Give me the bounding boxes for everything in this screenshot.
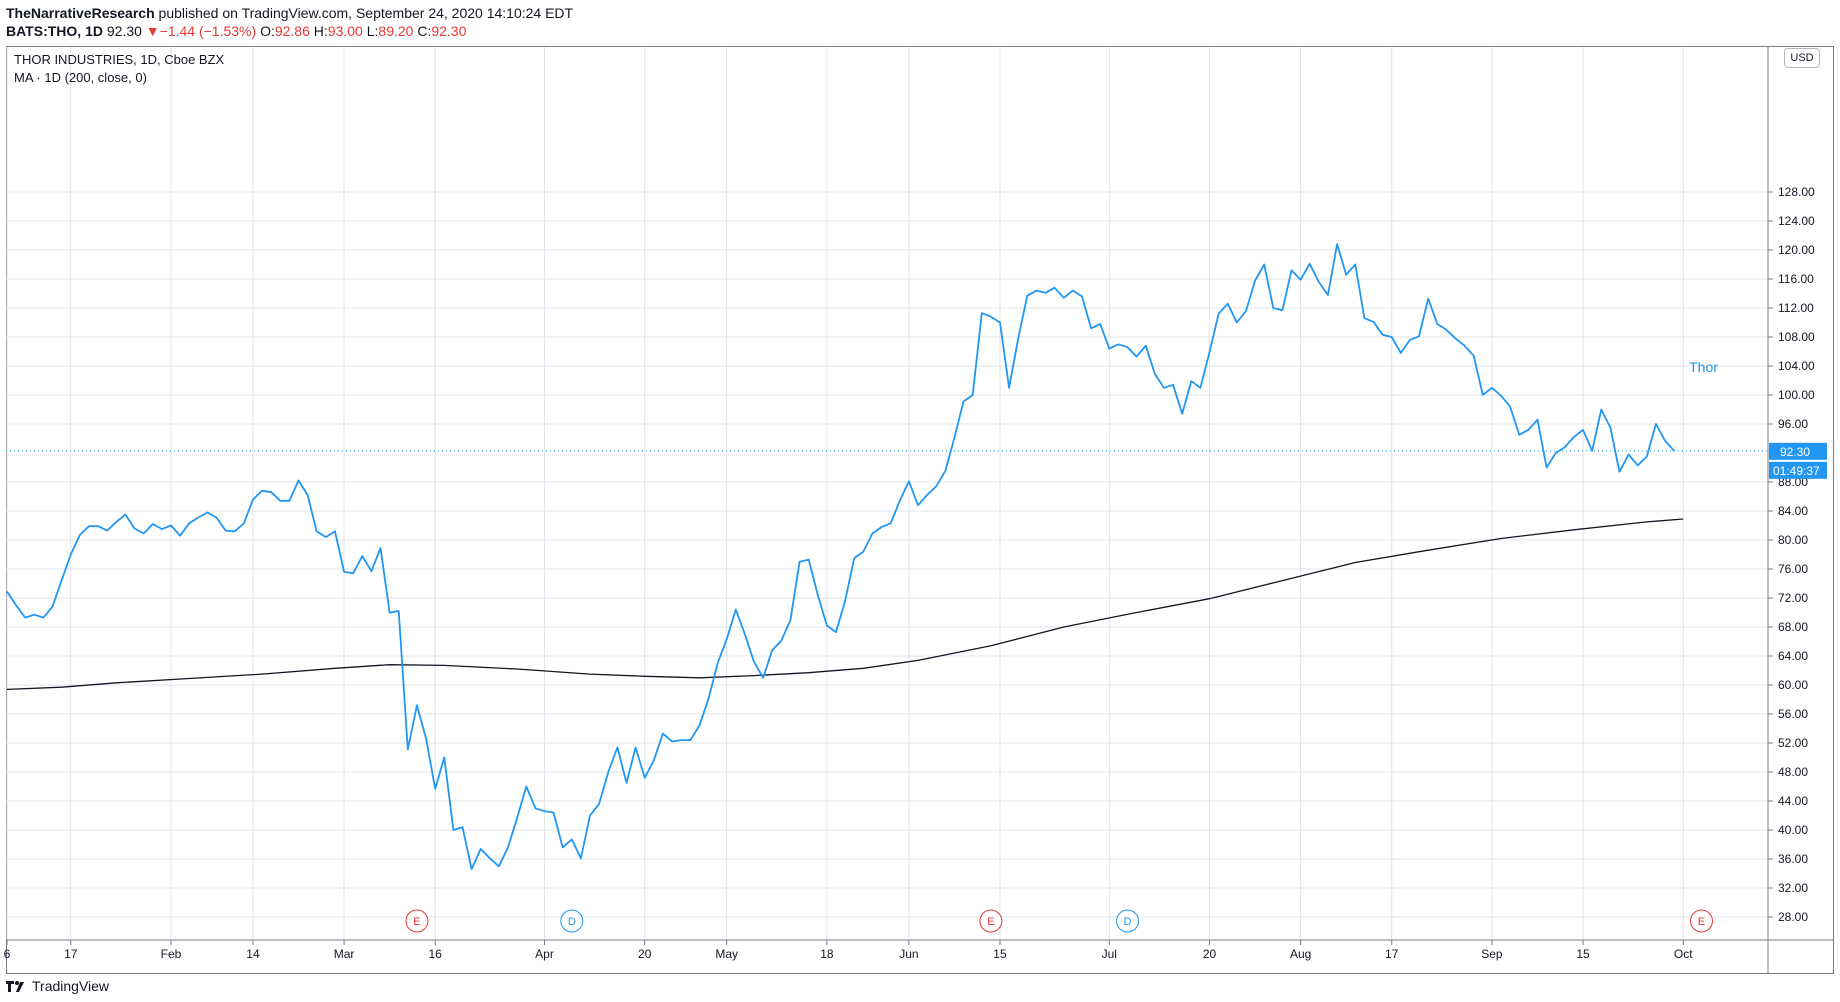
- series-name-label: Thor: [1689, 359, 1718, 375]
- footer: TradingView: [6, 976, 109, 996]
- symbol-label[interactable]: BATS:THO, 1D: [6, 23, 103, 39]
- high-label: H:: [313, 23, 328, 39]
- marker-label: E: [1698, 916, 1705, 928]
- price-change: −1.44 (−1.53%): [159, 23, 257, 39]
- marker-label: D: [1124, 916, 1132, 928]
- price-tick-label: 108.00: [1778, 330, 1815, 344]
- time-tick-label: Aug: [1290, 947, 1311, 961]
- marker-circle: [979, 909, 1003, 933]
- time-tick-label: Jun: [899, 947, 918, 961]
- time-tick-label: Oct: [1674, 947, 1693, 961]
- brand-name[interactable]: TradingView: [32, 978, 110, 994]
- time-tick-label: 17: [64, 947, 78, 961]
- time-tick-label: 6: [4, 947, 11, 961]
- earnings-marker[interactable]: E: [405, 909, 429, 933]
- time-tick-label: 15: [993, 947, 1007, 961]
- quote-line: BATS:THO, 1D 92.30 ▼−1.44 (−1.53%) O:92.…: [6, 22, 573, 40]
- low-label: L:: [366, 23, 379, 39]
- ma-200-line: [6, 518, 1684, 691]
- price-tick-label: 112.00: [1778, 301, 1814, 315]
- open-label: O:: [260, 23, 275, 39]
- time-tick-label: Mar: [334, 947, 355, 961]
- tradingview-logo-icon: [6, 981, 24, 992]
- open-value: 92.86: [274, 23, 310, 39]
- last-price: 92.30: [106, 23, 142, 39]
- close-value: 92.30: [431, 23, 467, 39]
- price-tick-label: 72.00: [1778, 591, 1808, 605]
- time-tick-label: Jul: [1102, 947, 1117, 961]
- time-tick-label: 14: [246, 947, 260, 961]
- currency-button[interactable]: USD: [1784, 48, 1820, 68]
- price-tick-label: 104.00: [1778, 359, 1815, 373]
- time-tick-label: Feb: [161, 947, 182, 961]
- moving-average-layer: [6, 518, 1684, 691]
- marker-circle: [1116, 909, 1140, 933]
- marker-circle: [405, 909, 429, 933]
- price-tick-label: 124.00: [1778, 214, 1815, 228]
- marker-label: E: [413, 916, 420, 928]
- price-tick-label: 116.00: [1778, 272, 1814, 286]
- price-tick-label: 68.00: [1778, 620, 1808, 634]
- price-tick-label: 56.00: [1778, 707, 1808, 721]
- price-tick-label: 100.00: [1778, 388, 1815, 402]
- marker-circle: [560, 909, 584, 933]
- publish-info: published on TradingView.com, September …: [154, 5, 574, 21]
- time-tick-label: 16: [428, 947, 442, 961]
- time-tick-label: 15: [1576, 947, 1590, 961]
- price-tag: [1769, 442, 1827, 460]
- earnings-marker[interactable]: E: [1689, 909, 1713, 933]
- marker-label: D: [568, 916, 576, 928]
- price-tick-label: 80.00: [1778, 533, 1808, 547]
- publish-line: TheNarrativeResearch published on Tradin…: [6, 4, 573, 22]
- time-tick-label: Apr: [535, 947, 554, 961]
- marker-label: E: [987, 916, 994, 928]
- ma-legend[interactable]: MA · 1D (200, close, 0): [14, 70, 147, 85]
- price-tick-label: 32.00: [1778, 881, 1808, 895]
- countdown-label: 01:49:37: [1773, 464, 1820, 478]
- price-tick-label: 60.00: [1778, 678, 1808, 692]
- price-tick-label: 40.00: [1778, 823, 1808, 837]
- time-tick-label: May: [715, 947, 738, 961]
- price-tick-label: 44.00: [1778, 794, 1808, 808]
- price-tick-label: 120.00: [1778, 243, 1815, 257]
- author-name[interactable]: TheNarrativeResearch: [6, 5, 155, 21]
- time-axis: 6 17 Feb 14 Mar 16 Apr 20 May 18 Jun 15 Jul 20 Aug 17 Se…: [4, 939, 1834, 961]
- low-value: 89.20: [378, 23, 414, 39]
- dividend-marker[interactable]: D: [1116, 909, 1140, 933]
- price-line: [6, 243, 1675, 870]
- time-tick-label: 18: [820, 947, 834, 961]
- marker-circle: [1689, 909, 1713, 933]
- price-tick-label: 36.00: [1778, 852, 1808, 866]
- price-axis: 28.00 32.00 36.00 40.00 44.00 48.00 52.00 56.00…: [1767, 47, 1827, 973]
- down-arrow-icon: ▼: [145, 23, 160, 39]
- price-line-layer: Thor: [6, 243, 1768, 870]
- price-tick-label: 64.00: [1778, 649, 1808, 663]
- time-tick-label: 17: [1385, 947, 1399, 961]
- chart-header: TheNarrativeResearch published on Tradin…: [6, 4, 573, 40]
- price-tick-label: 28.00: [1778, 910, 1808, 924]
- dividend-marker[interactable]: D: [560, 909, 584, 933]
- price-tick-label: 96.00: [1778, 417, 1808, 431]
- chart-grid: [6, 47, 1768, 940]
- price-tag-label: 92.30: [1780, 445, 1810, 459]
- high-value: 93.00: [327, 23, 363, 39]
- price-tick-label: 84.00: [1778, 504, 1808, 518]
- earnings-marker[interactable]: E: [979, 909, 1003, 933]
- price-tick-label: 128.00: [1778, 185, 1815, 199]
- price-tick-label: 52.00: [1778, 736, 1808, 750]
- time-tick-label: 20: [1203, 947, 1217, 961]
- price-tick-label: 48.00: [1778, 765, 1808, 779]
- symbol-legend[interactable]: THOR INDUSTRIES, 1D, Cboe BZX: [14, 52, 225, 67]
- price-tick-label: 76.00: [1778, 562, 1808, 576]
- time-tick-label: 20: [638, 947, 652, 961]
- countdown-tag: [1769, 461, 1827, 479]
- time-tick-label: Sep: [1481, 947, 1503, 961]
- close-label: C:: [417, 23, 432, 39]
